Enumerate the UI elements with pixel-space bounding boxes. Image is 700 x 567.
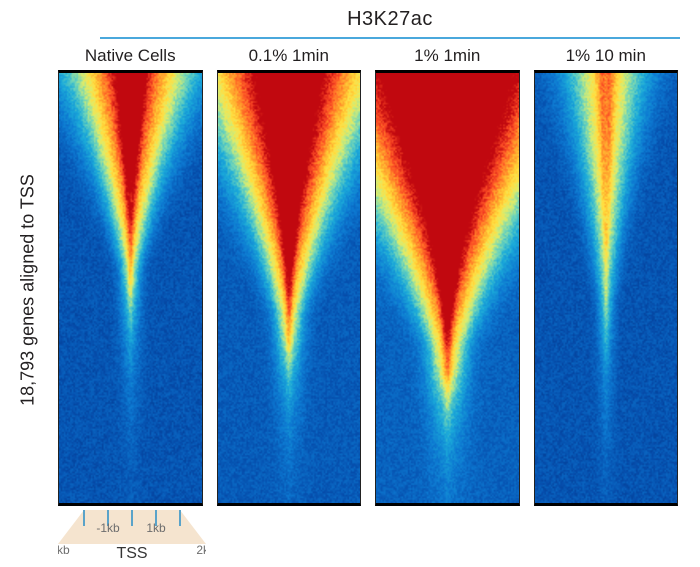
xaxis-svg: -2kb -1kb 1kb 2kb TSS: [58, 510, 206, 562]
y-axis-label: 18,793 genes aligned to TSS: [18, 174, 39, 406]
panel: 1% 1min: [375, 46, 520, 506]
panel: 0.1% 1min: [217, 46, 362, 506]
panel-label: 0.1% 1min: [217, 46, 362, 66]
svg-text:1kb: 1kb: [146, 521, 166, 535]
panel-label: Native Cells: [58, 46, 203, 66]
svg-text:-2kb: -2kb: [58, 543, 70, 557]
panel-strip: Native Cells 0.1% 1min 1% 1min 1% 10 min: [58, 46, 678, 506]
heatmap-frame: [58, 70, 203, 506]
xaxis-bracket: -2kb -1kb 1kb 2kb TSS: [58, 510, 206, 560]
title-block: H3K27ac: [100, 8, 680, 39]
panel: 1% 10 min: [534, 46, 679, 506]
title-rule: [100, 37, 680, 39]
panel-label: 1% 1min: [375, 46, 520, 66]
svg-text:-1kb: -1kb: [96, 521, 120, 535]
figure-root: H3K27ac 18,793 genes aligned to TSS Nati…: [0, 0, 700, 567]
panel-label: 1% 10 min: [534, 46, 679, 66]
heatmap-canvas: [218, 73, 361, 503]
heatmap-canvas: [535, 73, 678, 503]
svg-text:TSS: TSS: [116, 545, 147, 562]
chart-title: H3K27ac: [100, 8, 680, 31]
heatmap-frame: [534, 70, 679, 506]
heatmap-canvas: [376, 73, 519, 503]
heatmap-canvas: [59, 73, 202, 503]
svg-text:2kb: 2kb: [196, 543, 206, 557]
heatmap-frame: [375, 70, 520, 506]
heatmap-frame: [217, 70, 362, 506]
panel: Native Cells: [58, 46, 203, 506]
